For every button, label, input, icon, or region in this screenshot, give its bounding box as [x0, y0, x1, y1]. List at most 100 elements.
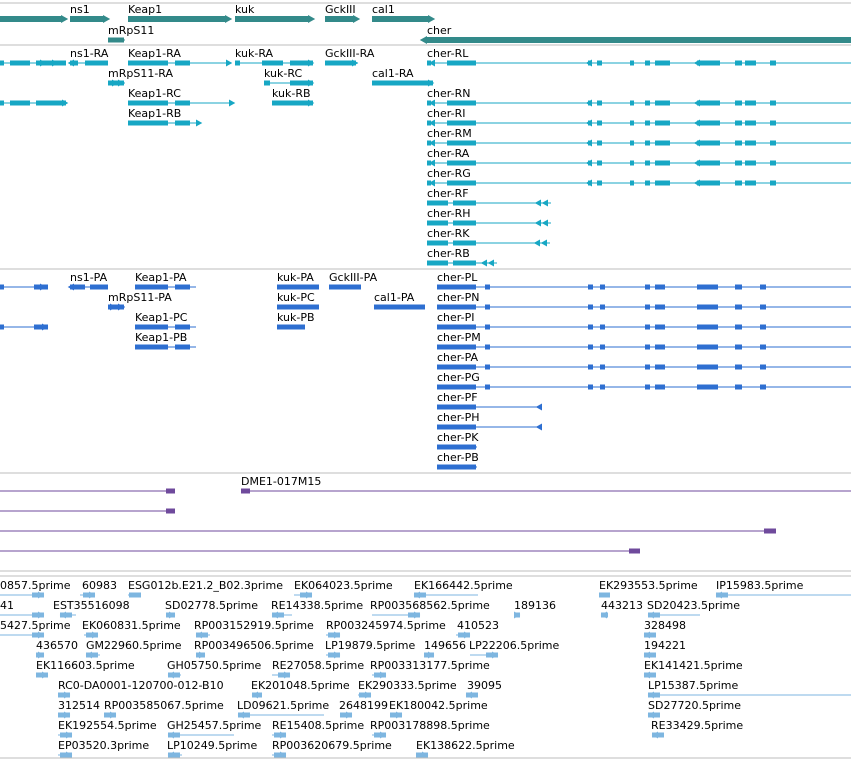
est-label[interactable]: RP003313177.5prime	[370, 659, 490, 672]
transcript-exon[interactable]	[770, 160, 776, 166]
protein-exon[interactable]	[437, 384, 476, 390]
est-label[interactable]: 39095	[467, 679, 502, 692]
protein-exon[interactable]	[697, 364, 718, 370]
est-label[interactable]: EK180042.5prime	[389, 699, 488, 712]
transcript-exon[interactable]	[630, 140, 634, 146]
est-label[interactable]: EST35516098	[53, 599, 130, 612]
transcript-exon[interactable]	[36, 60, 66, 66]
protein-exon[interactable]	[329, 284, 361, 290]
protein-exon[interactable]	[760, 364, 766, 370]
transcript-exon[interactable]	[770, 120, 776, 126]
est-label[interactable]: IP15983.5prime	[716, 579, 804, 592]
protein-exon[interactable]	[735, 364, 742, 370]
transcript-exon[interactable]	[447, 100, 476, 106]
transcript-label[interactable]: cher-RL	[427, 47, 469, 60]
est-label[interactable]: 2648199	[339, 699, 388, 712]
protein-exon[interactable]	[437, 424, 476, 430]
protein-label[interactable]: kuk-PC	[277, 291, 315, 304]
est-label[interactable]: RE15408.5prime	[272, 719, 364, 732]
transcript-exon[interactable]	[128, 100, 168, 106]
transcript-exon[interactable]	[128, 120, 168, 126]
transcript-label[interactable]: cher-RB	[427, 247, 470, 260]
contig-exon[interactable]	[764, 528, 776, 534]
gene-exon[interactable]	[372, 16, 429, 22]
transcript-exon[interactable]	[447, 180, 476, 186]
gene-exon[interactable]	[70, 16, 104, 22]
transcript-exon[interactable]	[770, 140, 776, 146]
transcript-exon[interactable]	[447, 160, 476, 166]
est-label[interactable]: EK064023.5prime	[294, 579, 393, 592]
est-block[interactable]	[599, 592, 610, 598]
transcript-exon[interactable]	[85, 60, 108, 66]
contig-label[interactable]: DME1-017M15	[241, 475, 321, 488]
protein-exon[interactable]	[175, 284, 190, 290]
gene-label-ns1[interactable]: ns1	[70, 3, 90, 16]
protein-label[interactable]: cher-PF	[437, 391, 478, 404]
est-label[interactable]: RP003496506.5prime	[194, 639, 314, 652]
transcript-exon[interactable]	[597, 100, 602, 106]
transcript-label[interactable]: kuk-RB	[272, 87, 311, 100]
gene-label-gckiii[interactable]: GckIII	[325, 3, 356, 16]
protein-label[interactable]: mRpS11-PA	[108, 291, 172, 304]
protein-exon[interactable]	[175, 324, 190, 330]
transcript-exon[interactable]	[597, 160, 602, 166]
protein-exon[interactable]	[655, 304, 665, 310]
transcript-exon[interactable]	[697, 160, 720, 166]
gene-exon[interactable]	[0, 16, 62, 22]
protein-label[interactable]: cal1-PA	[374, 291, 415, 304]
protein-exon[interactable]	[655, 284, 665, 290]
est-label[interactable]: 436570	[36, 639, 78, 652]
transcript-exon[interactable]	[175, 60, 190, 66]
gene-exon[interactable]	[128, 16, 226, 22]
est-label[interactable]: RE27058.5prime	[272, 659, 364, 672]
protein-exon[interactable]	[588, 384, 593, 390]
protein-exon[interactable]	[175, 344, 190, 350]
transcript-label[interactable]: Keap1-RB	[128, 107, 181, 120]
transcript-exon[interactable]	[655, 60, 670, 66]
est-label[interactable]: GH25457.5prime	[167, 719, 262, 732]
protein-exon[interactable]	[735, 384, 742, 390]
transcript-exon[interactable]	[597, 120, 602, 126]
protein-exon[interactable]	[697, 324, 718, 330]
transcript-label[interactable]: cher-RG	[427, 167, 471, 180]
est-label[interactable]: EK141421.5prime	[644, 659, 743, 672]
protein-label[interactable]: Keap1-PA	[135, 271, 187, 284]
protein-exon[interactable]	[135, 324, 168, 330]
est-label[interactable]: SD20423.5prime	[647, 599, 740, 612]
est-block[interactable]	[129, 592, 141, 598]
transcript-label[interactable]: cher-RK	[427, 227, 470, 240]
est-label[interactable]: RP003152919.5prime	[194, 619, 314, 632]
transcript-exon[interactable]	[36, 100, 66, 106]
transcript-exon[interactable]	[697, 180, 720, 186]
transcript-exon[interactable]	[262, 60, 283, 66]
protein-exon[interactable]	[485, 304, 490, 310]
protein-exon[interactable]	[588, 284, 593, 290]
protein-exon[interactable]	[437, 464, 476, 470]
transcript-exon[interactable]	[372, 80, 433, 86]
contig-exon[interactable]	[629, 548, 640, 554]
transcript-exon[interactable]	[735, 100, 742, 106]
transcript-exon[interactable]	[453, 240, 476, 246]
est-label[interactable]: LP15387.5prime	[648, 679, 739, 692]
protein-exon[interactable]	[135, 344, 168, 350]
transcript-exon[interactable]	[745, 100, 756, 106]
transcript-exon[interactable]	[447, 60, 476, 66]
transcript-exon[interactable]	[735, 60, 742, 66]
transcript-exon[interactable]	[645, 180, 650, 186]
protein-exon[interactable]	[437, 364, 476, 370]
protein-exon[interactable]	[0, 324, 4, 330]
est-label[interactable]: 189136	[514, 599, 556, 612]
transcript-exon[interactable]	[735, 120, 742, 126]
protein-label[interactable]: cher-PG	[437, 371, 480, 384]
est-label[interactable]: LP10249.5prime	[167, 739, 258, 752]
protein-exon[interactable]	[374, 304, 425, 310]
protein-label[interactable]: cher-PA	[437, 351, 479, 364]
est-label[interactable]: 41	[0, 599, 14, 612]
transcript-exon[interactable]	[10, 60, 30, 66]
transcript-exon[interactable]	[325, 60, 356, 66]
protein-exon[interactable]	[697, 304, 718, 310]
protein-exon[interactable]	[697, 384, 718, 390]
est-label[interactable]: SD02778.5prime	[165, 599, 258, 612]
gene-exon[interactable]	[427, 37, 851, 43]
transcript-label[interactable]: kuk-RA	[235, 47, 274, 60]
